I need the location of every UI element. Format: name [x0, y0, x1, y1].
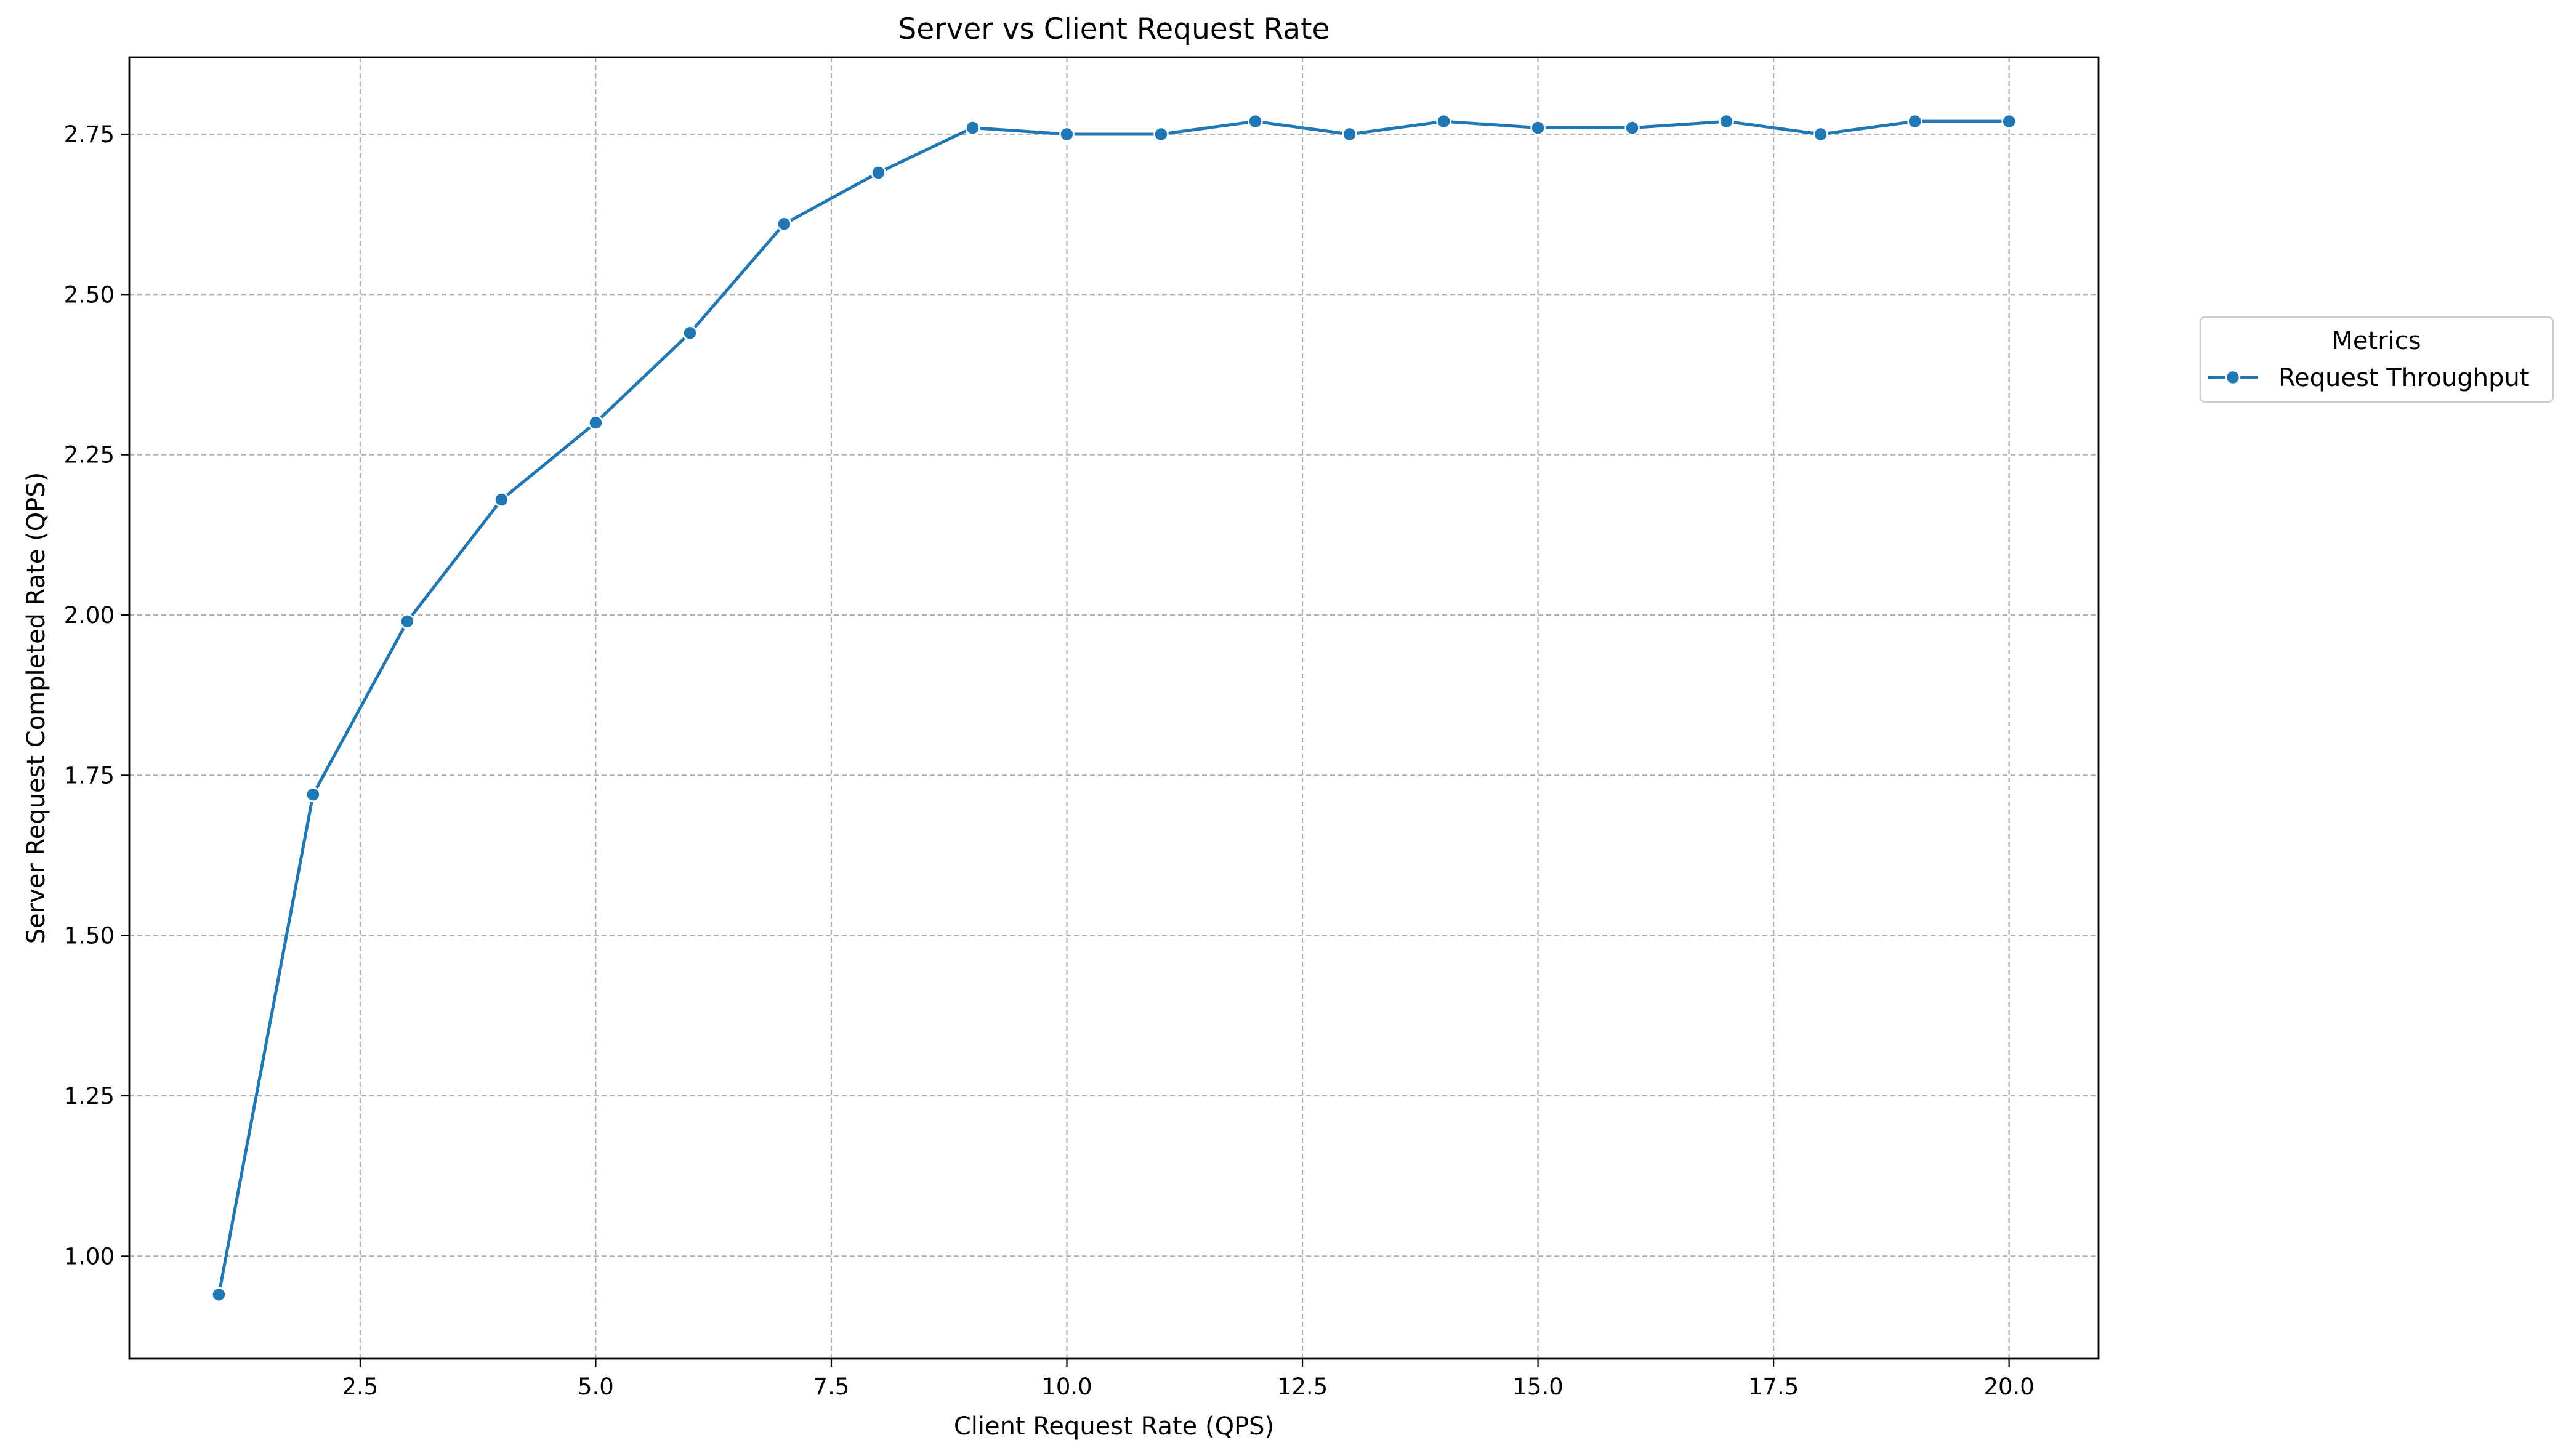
chart-title: Server vs Client Request Rate: [898, 12, 1330, 46]
data-point: [1530, 120, 1546, 135]
data-point: [682, 325, 698, 341]
legend-box: [2199, 316, 2554, 403]
legend: Metrics Request Throughput: [2199, 316, 2554, 403]
data-point: [1813, 126, 1828, 142]
axis-ticks: 2.5 5.0 7.5 10.0 12.5 15.0 17.5 20.0 1.00 1.25 1.5…: [64, 121, 2035, 1400]
data-point: [1907, 113, 1922, 129]
x-tick-label: 10.0: [1041, 1374, 1092, 1400]
x-tick-label: 7.5: [813, 1374, 850, 1400]
data-point: [211, 1287, 227, 1303]
data-point: [1436, 113, 1451, 129]
y-tick-label: 2.00: [64, 602, 115, 629]
x-tick-label: 12.5: [1277, 1374, 1328, 1400]
legend-label-request-throughput: Request Throughput: [2278, 364, 2530, 392]
data-point: [777, 216, 792, 232]
y-tick-label: 1.25: [64, 1083, 115, 1109]
data-point: [1342, 126, 1357, 142]
data-point: [965, 120, 980, 135]
y-tick-label: 2.50: [64, 281, 115, 308]
x-axis-title: Client Request Rate (QPS): [954, 1412, 1274, 1441]
x-tick-label: 17.5: [1748, 1374, 1799, 1400]
data-point: [1059, 126, 1075, 142]
x-tick-label: 2.5: [342, 1374, 378, 1400]
y-tick-label: 1.75: [64, 762, 115, 789]
x-tick-label: 15.0: [1512, 1374, 1563, 1400]
data-point: [588, 415, 603, 430]
x-tick-label: 5.0: [578, 1374, 614, 1400]
x-tick-label: 20.0: [1983, 1374, 2034, 1400]
gridlines: [129, 57, 2099, 1359]
y-tick-label: 2.75: [64, 121, 115, 148]
y-tick-label: 1.00: [64, 1243, 115, 1269]
y-tick-label: 2.25: [64, 442, 115, 469]
legend-swatch-marker: [2225, 369, 2241, 385]
data-point: [1719, 113, 1734, 129]
data-point: [871, 165, 886, 180]
data-point: [1248, 113, 1263, 129]
y-axis-title: Server Request Completed Rate (QPS): [22, 472, 50, 944]
y-tick-label: 1.50: [64, 923, 115, 949]
data-point: [494, 492, 509, 507]
plot-frame: [128, 56, 2100, 1360]
data-point: [1624, 120, 1640, 135]
data-point: [400, 614, 415, 629]
data-point: [1153, 126, 1169, 142]
series-layer: [211, 113, 2017, 1303]
series-line: [217, 119, 2011, 1297]
legend-title: Metrics: [2331, 327, 2421, 355]
data-point: [2001, 113, 2017, 129]
data-point: [305, 787, 321, 802]
